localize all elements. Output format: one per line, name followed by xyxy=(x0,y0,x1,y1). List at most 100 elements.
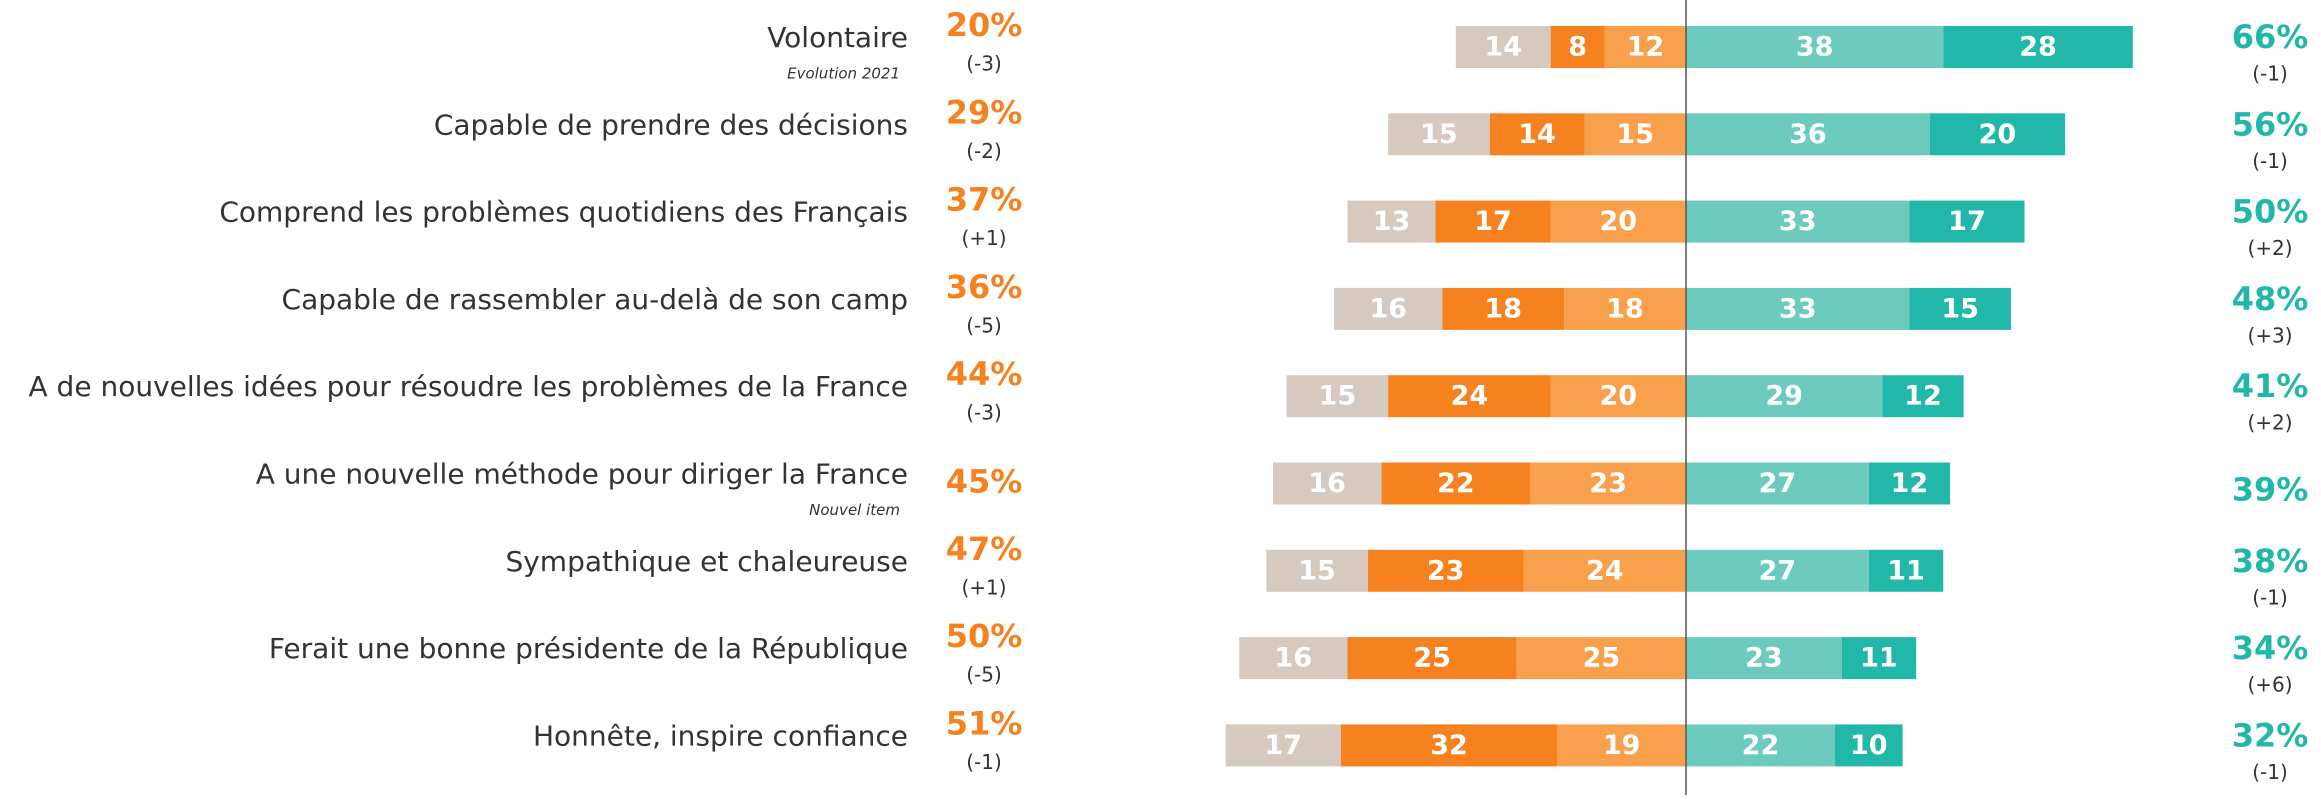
segment-label: 14 xyxy=(1484,32,1522,63)
bar-segment xyxy=(1841,637,1917,680)
segment-label: 16 xyxy=(1369,293,1407,324)
segment-label: 23 xyxy=(1745,643,1783,674)
segment-label: 15 xyxy=(1298,555,1336,586)
bar-segment xyxy=(1686,113,1930,156)
segment-label: 23 xyxy=(1427,555,1465,586)
bar-segment xyxy=(1686,724,1835,767)
left-change: (-5) xyxy=(966,313,1002,337)
segment-label: 14 xyxy=(1518,119,1556,150)
bar-segment xyxy=(1550,200,1686,243)
segment-label: 13 xyxy=(1373,206,1411,237)
right-total: 41% xyxy=(2232,367,2309,405)
row-label: Comprend les problèmes quotidiens des Fr… xyxy=(219,196,908,229)
bar-segment xyxy=(1686,462,1869,505)
right-change: (+2) xyxy=(2247,411,2292,435)
bar-segment xyxy=(1686,375,1883,418)
right-total: 34% xyxy=(2232,629,2309,667)
segment-label: 15 xyxy=(1319,381,1357,412)
bar-segment xyxy=(1909,200,2025,243)
bar-segment xyxy=(1435,200,1551,243)
segment-label: 25 xyxy=(1413,643,1451,674)
bar-segment xyxy=(1868,549,1944,592)
segment-label: 33 xyxy=(1779,293,1817,324)
bar-segment xyxy=(1530,462,1686,505)
bar-segment xyxy=(1868,462,1951,505)
segment-label: 22 xyxy=(1742,730,1780,761)
segment-label: 24 xyxy=(1451,381,1489,412)
segment-label: 38 xyxy=(1796,32,1834,63)
bar-segment xyxy=(1686,637,1842,680)
bar-segment xyxy=(1686,287,1910,330)
segment-label: 16 xyxy=(1308,468,1346,499)
bar-segment xyxy=(1686,200,1910,243)
bar-segment xyxy=(1550,26,1605,68)
bar-segment xyxy=(1381,462,1531,505)
bar-segment xyxy=(1225,724,1341,767)
segment-label: 33 xyxy=(1779,206,1817,237)
segment-label: 12 xyxy=(1904,381,1942,412)
segment-label: 27 xyxy=(1759,468,1797,499)
bar-segment xyxy=(1239,637,1348,680)
left-total: 37% xyxy=(946,181,1023,219)
left-total: 51% xyxy=(946,704,1023,742)
bar-segment xyxy=(1909,287,2011,330)
row-label: Honnête, inspire confiance xyxy=(533,719,908,752)
segment-label: 17 xyxy=(1948,206,1986,237)
left-total: 45% xyxy=(946,463,1023,501)
segment-label: 32 xyxy=(1430,730,1468,761)
bar-segment xyxy=(1273,462,1382,505)
left-change: (-5) xyxy=(966,663,1002,687)
segment-label: 18 xyxy=(1484,293,1522,324)
bar-segment xyxy=(1523,549,1686,592)
segment-label: 29 xyxy=(1765,381,1803,412)
bar-segment xyxy=(1442,287,1565,330)
bar-segment xyxy=(1550,375,1686,418)
segment-label: 22 xyxy=(1437,468,1475,499)
segment-label: 15 xyxy=(1616,119,1654,150)
left-change: (-2) xyxy=(966,139,1002,163)
left-change: (+1) xyxy=(961,575,1006,599)
segment-label: 12 xyxy=(1627,32,1665,63)
segment-label: 12 xyxy=(1891,468,1929,499)
right-total: 50% xyxy=(2232,193,2309,231)
segment-label: 11 xyxy=(1860,643,1898,674)
right-change: (-1) xyxy=(2252,62,2288,86)
segment-label: 20 xyxy=(1600,206,1638,237)
segment-label: 15 xyxy=(1941,293,1979,324)
segment-label: 28 xyxy=(2019,32,2057,63)
right-change: (-1) xyxy=(2252,149,2288,173)
segment-label: 20 xyxy=(1979,119,2017,150)
bar-segment xyxy=(1564,287,1686,330)
segment-label: 24 xyxy=(1586,555,1624,586)
bar-segment xyxy=(1367,549,1524,592)
bar-segment xyxy=(1347,637,1517,680)
bar-segment xyxy=(1489,113,1585,156)
left-change: (-3) xyxy=(966,401,1002,425)
segment-label: 36 xyxy=(1789,119,1827,150)
row-label: Volontaire xyxy=(767,21,908,54)
right-total: 32% xyxy=(2232,716,2309,754)
bar-segment xyxy=(1340,724,1558,767)
bar-segment xyxy=(1584,113,1686,156)
bar-segment xyxy=(1686,549,1869,592)
left-change: (+1) xyxy=(961,226,1006,250)
left-total: 44% xyxy=(946,355,1023,393)
bar-segment xyxy=(1929,113,2066,156)
row-label: Ferait une bonne présidente de la Républ… xyxy=(269,632,908,665)
segment-label: 17 xyxy=(1474,206,1512,237)
segment-label: 11 xyxy=(1887,555,1925,586)
left-change: (-3) xyxy=(966,52,1002,76)
bar-segment xyxy=(1557,724,1686,767)
right-total: 56% xyxy=(2232,105,2309,143)
right-total: 38% xyxy=(2232,542,2309,580)
segment-label: 8 xyxy=(1568,32,1587,63)
bar-segment xyxy=(1882,375,1964,418)
row-label: A une nouvelle méthode pour diriger la F… xyxy=(256,458,908,491)
right-change: (+2) xyxy=(2247,236,2292,260)
segment-label: 25 xyxy=(1583,643,1621,674)
row-label: Sympathique et chaleureuse xyxy=(505,545,908,578)
segment-label: 18 xyxy=(1606,293,1644,324)
right-change: (-1) xyxy=(2252,585,2288,609)
bar-segment xyxy=(1388,375,1551,418)
